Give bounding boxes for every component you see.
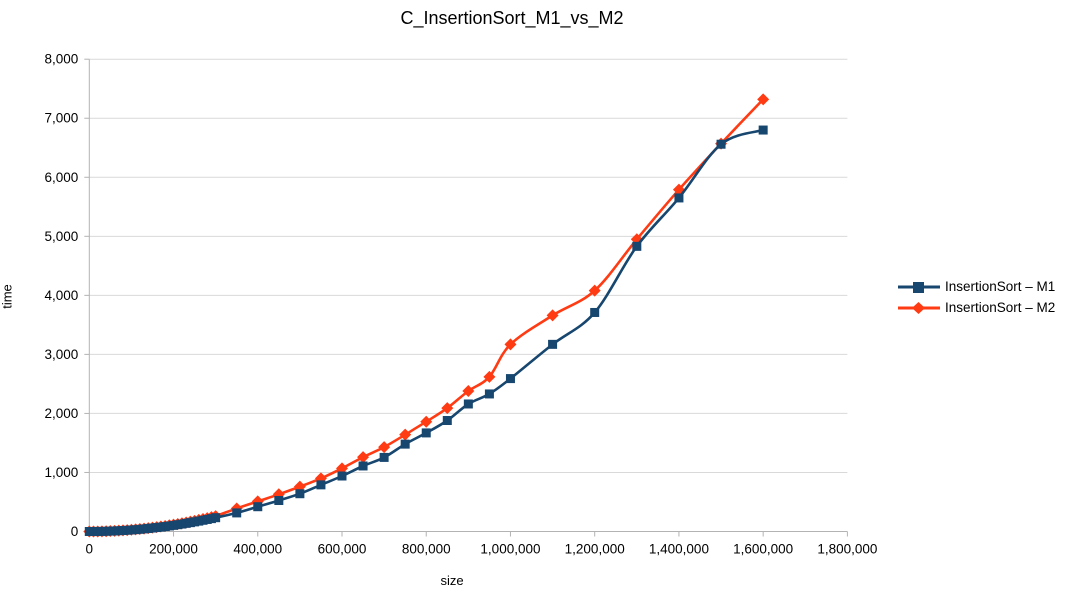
- data-point-square: [505, 374, 515, 384]
- data-point-square: [442, 416, 452, 426]
- data-point-square: [358, 461, 368, 471]
- series-line-m2: [88, 98, 765, 533]
- y-tick-label: 4,000: [45, 288, 79, 303]
- x-tick-label: 600,000: [318, 542, 367, 557]
- data-point-diamond: [441, 402, 454, 415]
- data-point-diamond: [757, 93, 770, 106]
- data-point-square: [274, 496, 284, 506]
- data-point-square: [295, 489, 305, 499]
- y-tick-label: 0: [71, 524, 79, 539]
- y-tick-label: 1,000: [45, 465, 79, 480]
- x-tick-label: 1,400,000: [649, 542, 709, 557]
- series-line-m1: [88, 128, 765, 533]
- data-point-square: [232, 508, 242, 518]
- data-point-square: [316, 480, 326, 490]
- legend: InsertionSort – M1 InsertionSort – M2: [897, 276, 1055, 318]
- data-point-square: [253, 502, 263, 512]
- legend-label-m2: InsertionSort – M2: [945, 300, 1056, 315]
- x-axis-title: size: [440, 573, 464, 588]
- y-tick-label: 5,000: [45, 229, 79, 244]
- y-tick-label: 7,000: [45, 111, 79, 126]
- data-point-diamond: [462, 384, 475, 397]
- legend-marker-m2-icon: [898, 301, 940, 314]
- data-point-square: [337, 471, 347, 481]
- legend-label-m1: InsertionSort – M1: [945, 279, 1056, 294]
- data-point-diamond: [378, 441, 391, 454]
- data-point-square: [590, 307, 600, 317]
- data-point-square: [211, 513, 221, 523]
- data-point-square: [379, 452, 389, 462]
- data-point-square: [400, 439, 410, 449]
- data-point-square: [421, 428, 431, 438]
- legend-item-m1: InsertionSort – M1: [897, 276, 1055, 297]
- data-point-square: [484, 389, 494, 399]
- data-point-diamond: [336, 462, 348, 475]
- data-point-diamond: [588, 284, 601, 297]
- data-point-square: [463, 399, 473, 409]
- data-point-diamond: [504, 338, 517, 351]
- legend-item-m2: InsertionSort – M2: [897, 297, 1055, 318]
- data-point-square: [674, 193, 684, 203]
- legend-marker-m1-icon: [898, 281, 940, 293]
- data-point-diamond: [483, 370, 496, 383]
- data-point-square: [632, 241, 642, 251]
- y-axis-title: time: [0, 284, 15, 309]
- y-tick-label: 6,000: [45, 170, 79, 185]
- data-point-diamond: [399, 428, 412, 441]
- x-tick-label: 1,000,000: [480, 542, 540, 557]
- x-tick-label: 200,000: [149, 542, 198, 557]
- y-tick-label: 3,000: [45, 347, 79, 362]
- data-point-square: [758, 125, 768, 135]
- data-point-diamond: [546, 309, 559, 322]
- x-tick-label: 1,600,000: [733, 542, 793, 557]
- x-tick-label: 0: [86, 542, 94, 557]
- data-point-diamond: [420, 415, 433, 428]
- y-tick-label: 8,000: [45, 52, 79, 67]
- data-point-diamond: [357, 451, 370, 464]
- x-tick-label: 800,000: [402, 542, 451, 557]
- x-tick-label: 1,200,000: [565, 542, 625, 557]
- chart-title: C_InsertionSort_M1_vs_M2: [400, 8, 624, 28]
- data-point-square: [716, 139, 726, 149]
- y-tick-label: 2,000: [45, 406, 79, 421]
- x-tick-label: 1,800,000: [817, 542, 877, 557]
- data-point-square: [548, 339, 558, 349]
- x-tick-label: 400,000: [233, 542, 282, 557]
